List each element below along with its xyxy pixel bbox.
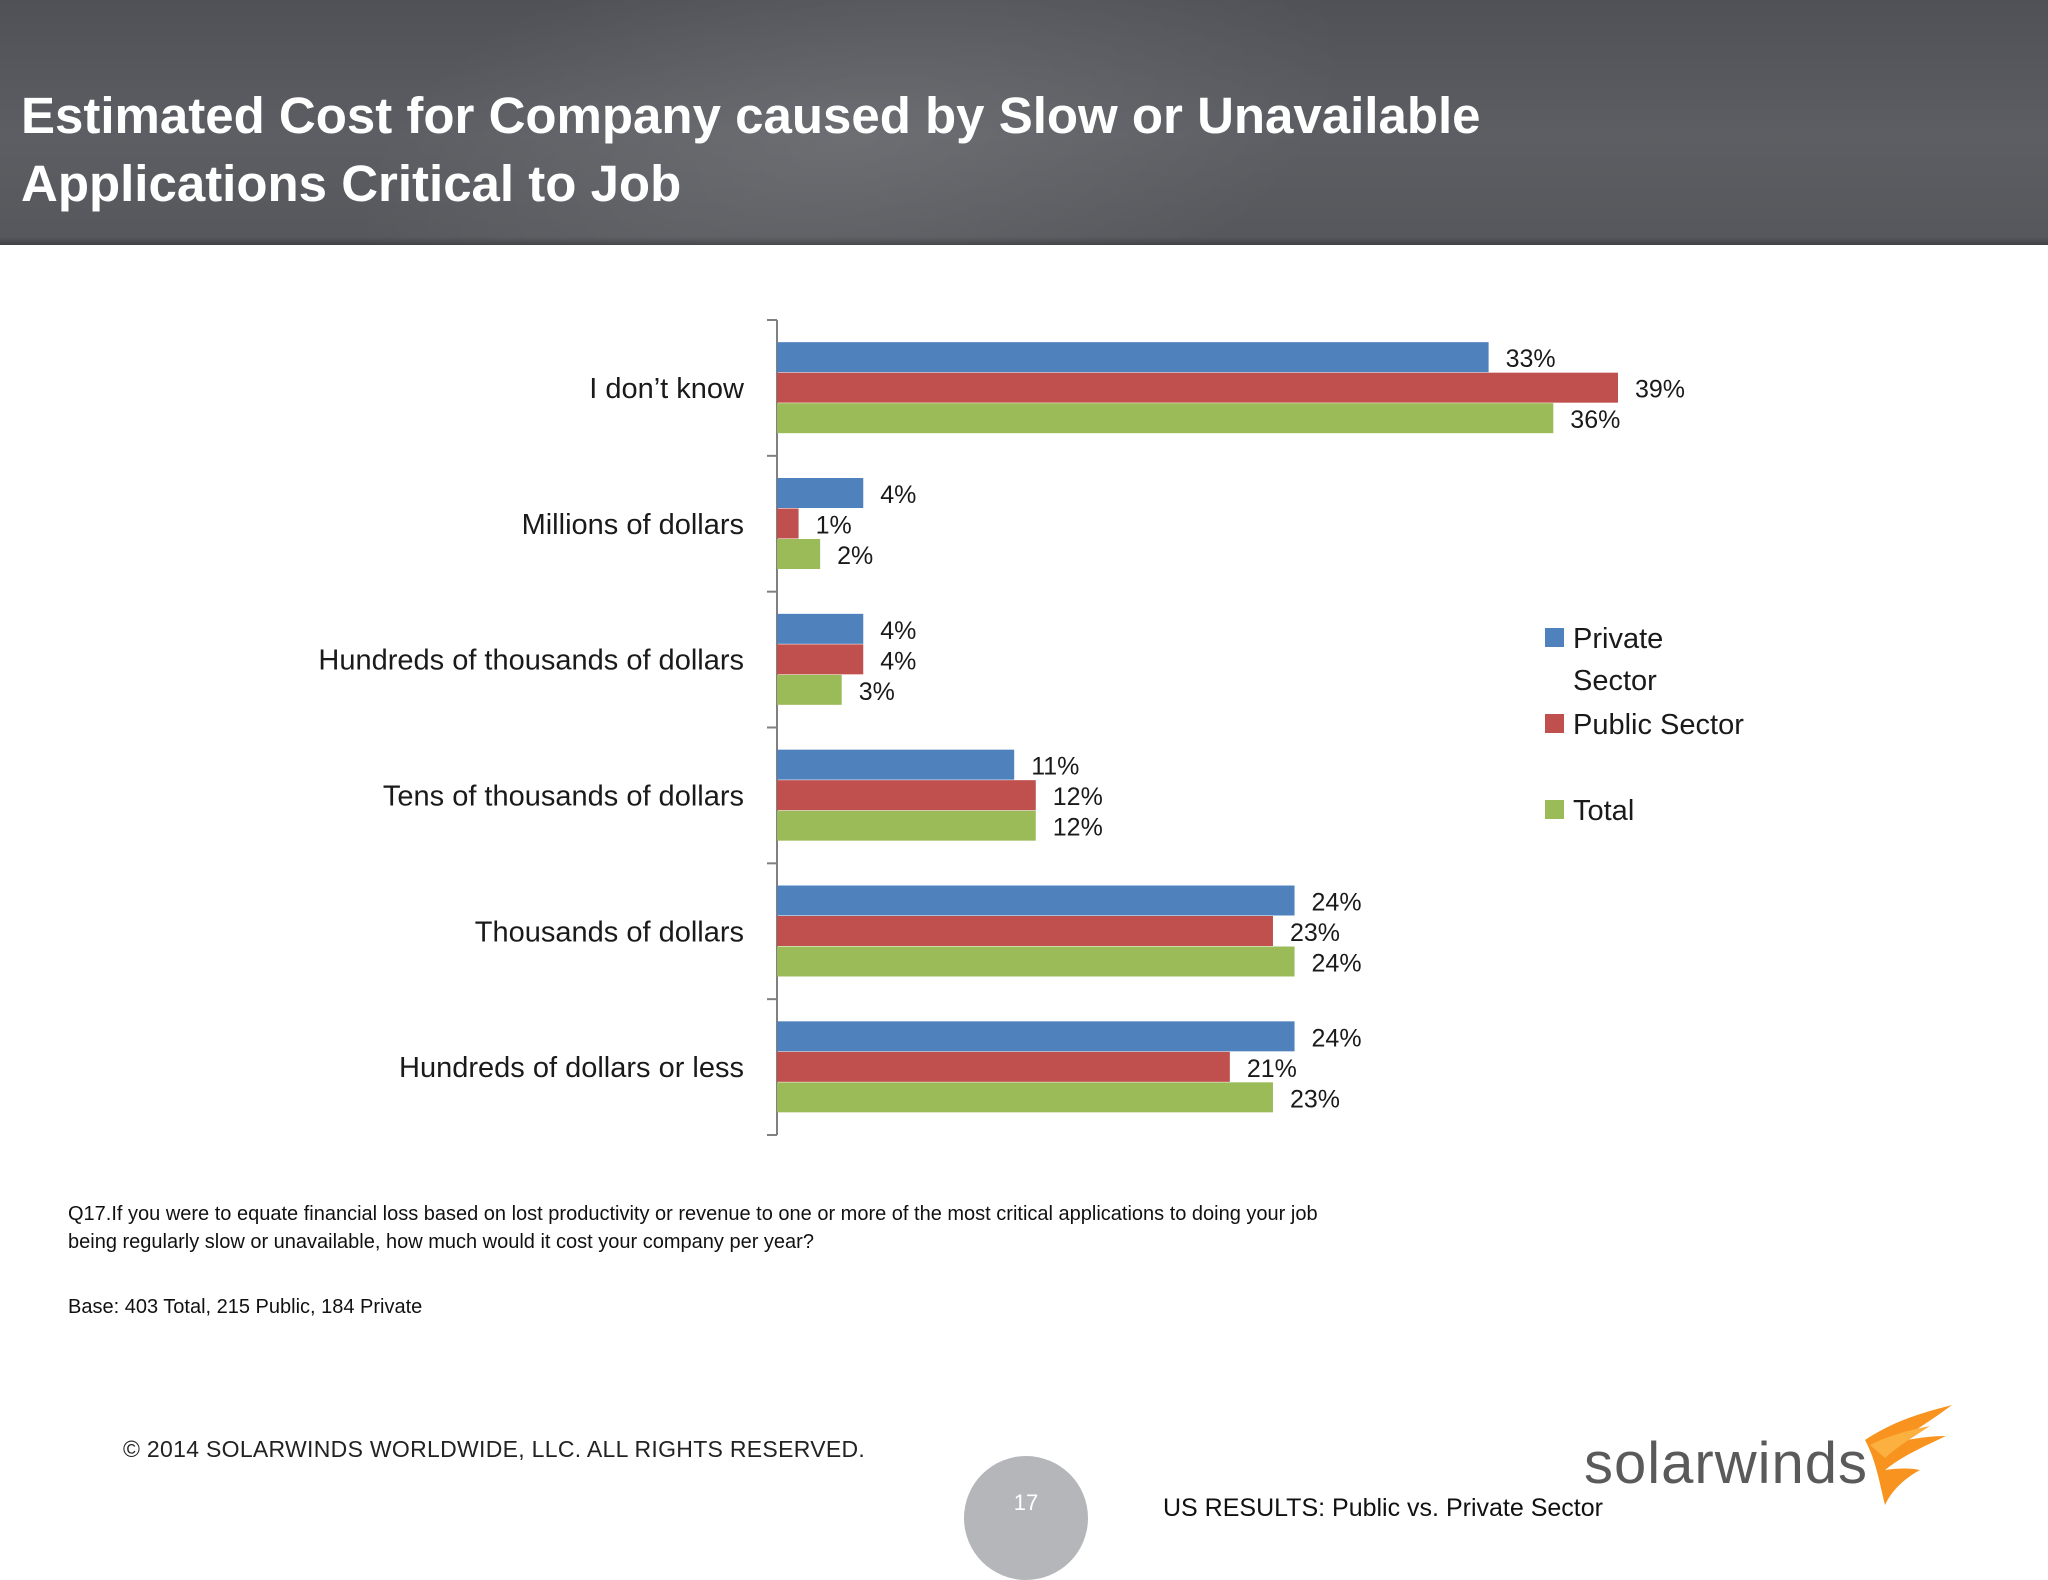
copyright-text: © 2014 SOLARWINDS WORLDWIDE, LLC. ALL RI… bbox=[123, 1436, 866, 1462]
logo-text: solarwinds bbox=[1584, 1431, 1868, 1496]
bar bbox=[777, 403, 1554, 434]
page-number: 17 bbox=[1013, 1490, 1039, 1515]
category-label: Hundreds of thousands of dollars bbox=[318, 645, 744, 677]
title-line-1: Estimated Cost for Company caused by Slo… bbox=[21, 87, 1481, 144]
bar bbox=[777, 372, 1618, 403]
category-label: I don’t know bbox=[589, 373, 745, 405]
bar bbox=[777, 342, 1489, 373]
legend-swatch bbox=[1545, 714, 1564, 733]
data-label: 24% bbox=[1312, 889, 1362, 917]
data-label: 3% bbox=[859, 678, 895, 706]
category-label: Millions of dollars bbox=[522, 509, 744, 541]
data-label: 12% bbox=[1053, 783, 1103, 811]
data-label: 21% bbox=[1247, 1055, 1297, 1083]
bar bbox=[777, 780, 1036, 811]
category-label: Hundreds of dollars or less bbox=[399, 1052, 744, 1084]
bar bbox=[777, 1021, 1295, 1052]
bar bbox=[777, 674, 842, 705]
data-label: 4% bbox=[880, 481, 916, 509]
bar-chart: I don’t know 33% 39% 36% Millions of dollars… bbox=[318, 319, 1744, 1136]
legend-label: Private bbox=[1573, 623, 1663, 655]
bar bbox=[777, 478, 864, 508]
data-label: 4% bbox=[880, 647, 916, 675]
data-label: 11% bbox=[1031, 753, 1079, 781]
question-text: Q17.If you were to equate financial loss… bbox=[68, 1203, 1318, 1253]
bar bbox=[777, 1082, 1273, 1113]
section-label: US RESULTS: Public vs. Private Sector bbox=[1163, 1494, 1603, 1522]
bar bbox=[777, 539, 821, 569]
data-label: 2% bbox=[837, 542, 873, 570]
data-label: 23% bbox=[1290, 1085, 1340, 1113]
bar bbox=[777, 749, 1015, 780]
legend-label: Total bbox=[1573, 795, 1634, 827]
page-number-tab bbox=[964, 1456, 1088, 1580]
bar bbox=[777, 916, 1273, 946]
bar bbox=[777, 946, 1295, 977]
data-label: 24% bbox=[1312, 1024, 1362, 1052]
bar bbox=[777, 810, 1036, 841]
solarwinds-flame-icon bbox=[1865, 1405, 1952, 1505]
slide-header: Estimated Cost for Company caused by Slo… bbox=[0, 0, 2048, 245]
category-label: Tens of thousands of dollars bbox=[383, 780, 744, 812]
slide-title: Estimated Cost for Company caused by Slo… bbox=[21, 82, 1521, 218]
legend-swatch bbox=[1545, 800, 1564, 819]
data-label: 23% bbox=[1290, 919, 1340, 947]
category-label: Thousands of dollars bbox=[475, 916, 744, 948]
bar bbox=[777, 613, 864, 644]
legend-label: Sector bbox=[1573, 665, 1657, 697]
bar bbox=[777, 885, 1295, 916]
data-label: 36% bbox=[1570, 406, 1620, 434]
bar bbox=[777, 1051, 1230, 1082]
data-label: 39% bbox=[1635, 376, 1685, 404]
title-line-2: Applications Critical to Job bbox=[21, 155, 682, 212]
base-text: Base: 403 Total, 215 Public, 184 Private bbox=[68, 1296, 423, 1318]
bar bbox=[777, 508, 799, 539]
bar bbox=[777, 644, 864, 675]
legend-label: Public Sector bbox=[1573, 709, 1744, 741]
data-label: 33% bbox=[1506, 345, 1556, 373]
data-label: 12% bbox=[1053, 814, 1103, 842]
data-label: 4% bbox=[880, 617, 916, 645]
data-label: 24% bbox=[1312, 950, 1362, 978]
data-label: 1% bbox=[816, 512, 852, 540]
legend-swatch bbox=[1545, 628, 1564, 647]
